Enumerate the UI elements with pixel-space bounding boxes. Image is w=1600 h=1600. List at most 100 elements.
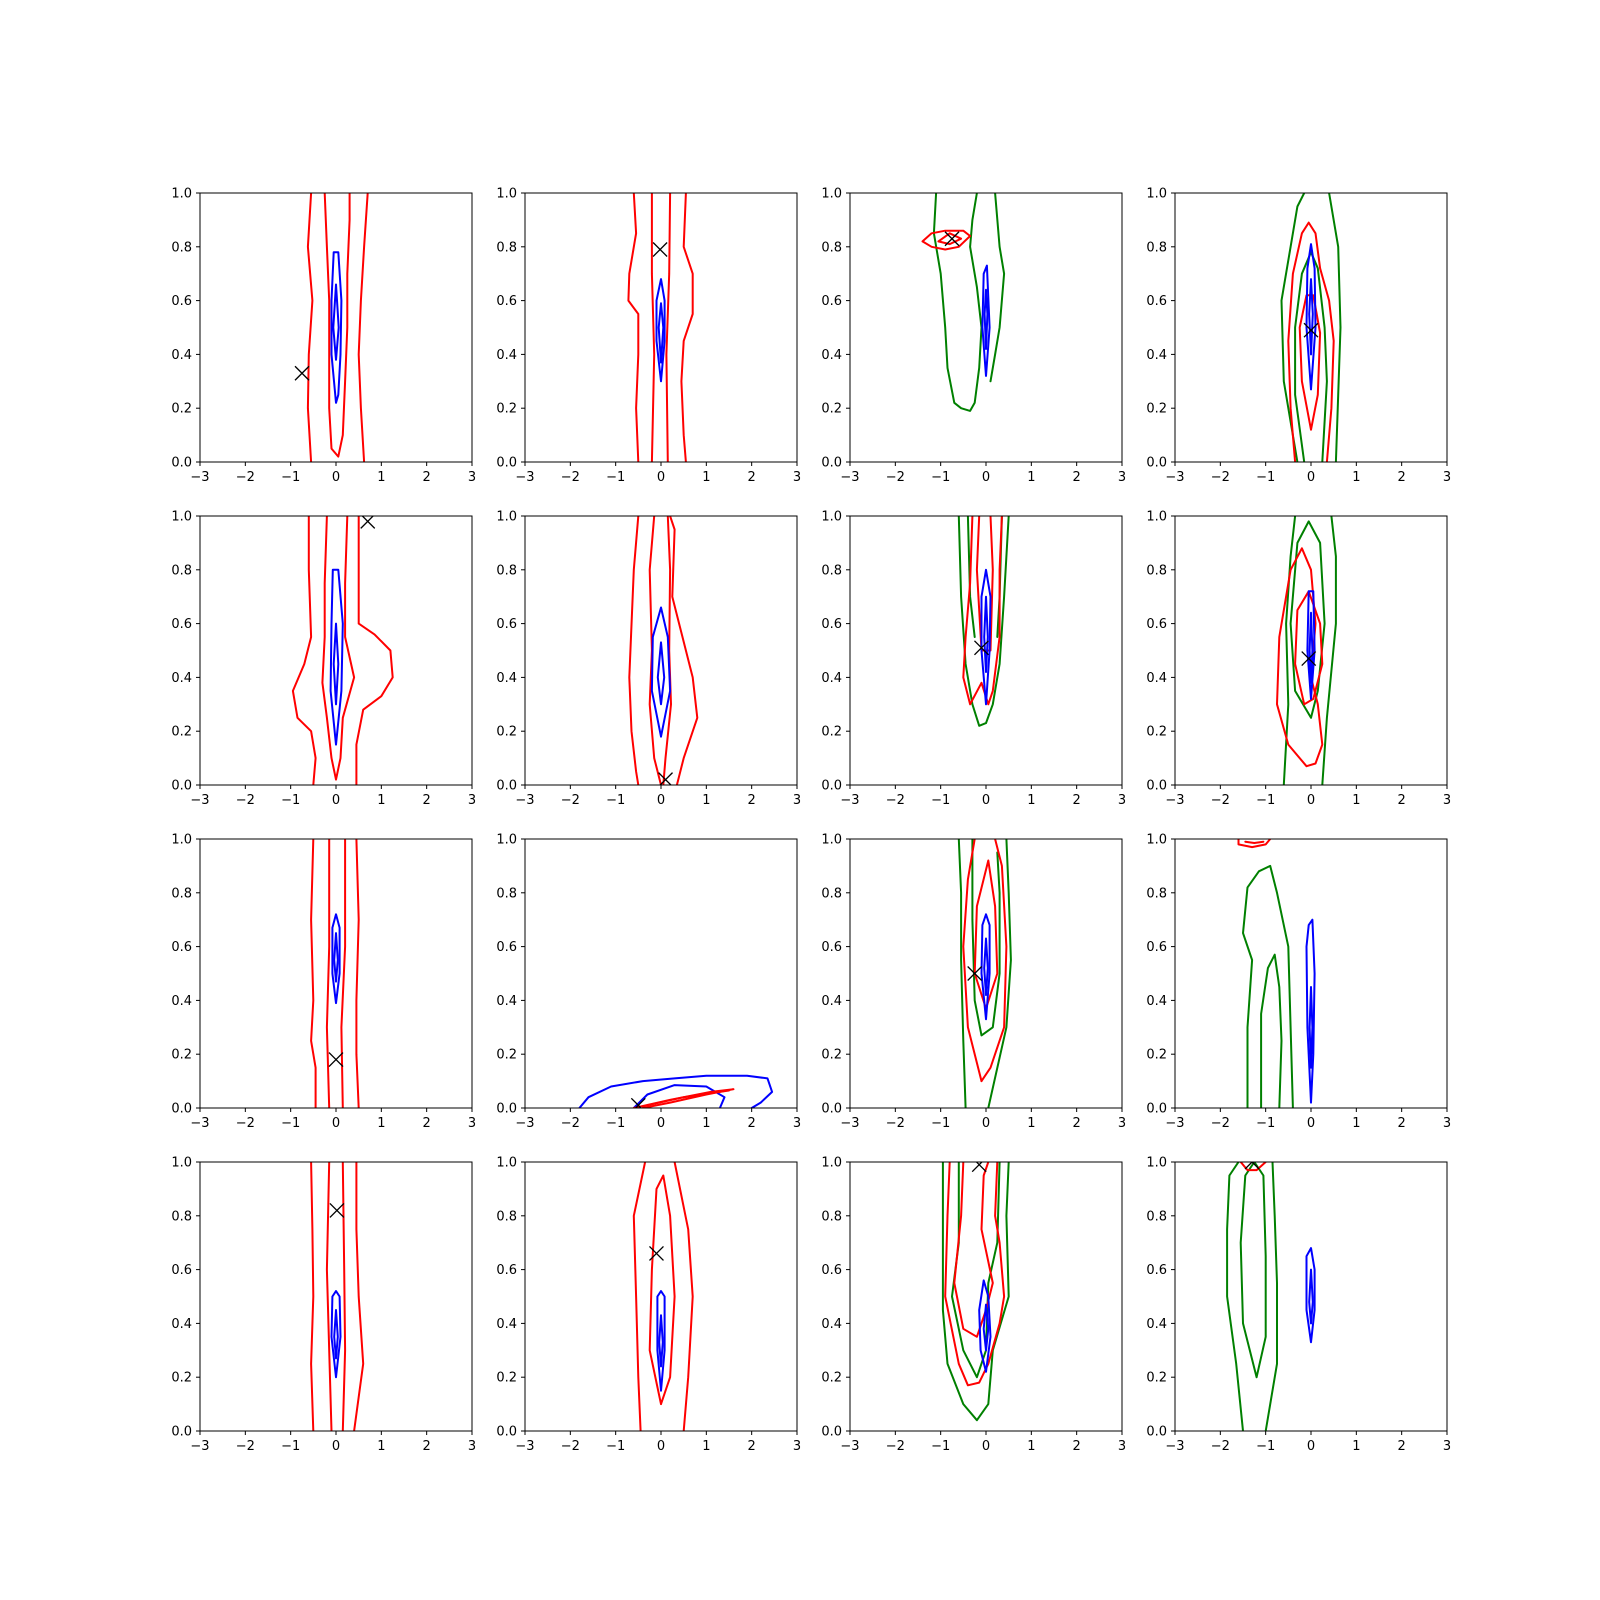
x-tick-label: 2 (423, 793, 431, 808)
red-contour-line (1239, 1162, 1267, 1172)
y-tick-label: 0.8 (821, 886, 842, 901)
y-tick-label: 0.4 (496, 671, 517, 686)
y-tick-label: 0.0 (821, 779, 842, 794)
red-contour-line (355, 839, 360, 1108)
y-tick-label: 0.6 (1146, 617, 1167, 632)
red-contour-line (632, 1162, 647, 1431)
blue-contour-line (978, 1279, 992, 1373)
y-tick-label: 0.6 (496, 617, 517, 632)
red-contour-line (937, 232, 963, 246)
y-tick-label: 0.2 (496, 1371, 517, 1386)
y-tick-label: 0.4 (821, 671, 842, 686)
blue-contour-line (330, 1290, 342, 1379)
y-tick-label: 1.0 (171, 833, 192, 848)
x-marker (328, 1052, 344, 1068)
x-tick-label: 0 (332, 793, 340, 808)
y-tick-label: 0.4 (171, 348, 192, 363)
panel-plot-area (1226, 1162, 1316, 1431)
x-tick-label: 3 (1118, 1116, 1126, 1131)
x-tick-label: −2 (561, 1116, 580, 1131)
y-tick-label: 0.0 (821, 456, 842, 471)
y-tick-label: 0.4 (1146, 671, 1167, 686)
x-marker (967, 966, 983, 981)
blue-contour-line (330, 251, 343, 404)
y-tick-label: 0.4 (821, 348, 842, 363)
x-tick-label: 1 (1027, 793, 1035, 808)
x-tick-label: 2 (748, 793, 756, 808)
x-tick-label: −1 (1256, 1439, 1275, 1454)
x-tick-label: 0 (332, 1116, 340, 1131)
x-marker (329, 1202, 345, 1218)
red-contour-line (944, 1162, 1006, 1387)
green-contour-line (1260, 953, 1283, 1108)
panel-plot-area (310, 1162, 365, 1431)
panel-plot-area (1276, 516, 1337, 785)
y-tick-label: 0.0 (821, 1425, 842, 1440)
x-tick-label: 1 (1352, 793, 1360, 808)
red-contour-line (646, 1089, 730, 1107)
x-tick-label: −3 (190, 1116, 209, 1131)
blue-contour-line (1305, 1247, 1316, 1344)
y-tick-label: 0.0 (171, 1425, 192, 1440)
x-tick-label: 2 (748, 470, 756, 485)
x-tick-label: −3 (840, 1116, 859, 1131)
panel-r0-c1: −3 −2 −1 0 1 2 3 0.0 0.2 0.4 0.6 0.8 1.0 (496, 187, 801, 486)
red-contour-line (1287, 221, 1335, 462)
x-tick-label: −1 (931, 470, 950, 485)
x-tick-label: −1 (281, 793, 300, 808)
blue-contour-line (983, 288, 989, 350)
panel-r0-c2: −3 −2 −1 0 1 2 3 0.0 0.2 0.4 0.6 0.8 1.0 (821, 187, 1126, 486)
panel-r0-c3: −3 −2 −1 0 1 2 3 0.0 0.2 0.4 0.6 0.8 1.0 (1146, 187, 1451, 486)
red-contour-line (341, 1162, 347, 1431)
x-tick-label: 3 (1118, 793, 1126, 808)
x-tick-label: 1 (1027, 470, 1035, 485)
panel-r2-c3: −3 −2 −1 0 1 2 3 0.0 0.2 0.4 0.6 0.8 1.0 (1146, 833, 1451, 1132)
blue-contour-line (1308, 278, 1314, 356)
green-contour-line (1282, 516, 1297, 785)
y-tick-label: 1.0 (1146, 1156, 1167, 1171)
y-tick-label: 0.6 (821, 940, 842, 955)
x-tick-label: −2 (236, 1439, 255, 1454)
red-contour-line (921, 229, 972, 251)
y-tick-label: 0.2 (171, 402, 192, 417)
y-tick-label: 1.0 (171, 510, 192, 525)
y-tick-label: 0.8 (496, 240, 517, 255)
x-tick-label: 1 (1352, 1116, 1360, 1131)
x-tick-label: 3 (793, 1116, 801, 1131)
x-tick-label: 3 (468, 470, 476, 485)
x-tick-label: 3 (1443, 1116, 1451, 1131)
green-contour-line (957, 839, 967, 1108)
y-tick-label: 1.0 (496, 1156, 517, 1171)
x-tick-label: −3 (515, 1439, 534, 1454)
y-tick-label: 0.6 (821, 294, 842, 309)
y-tick-label: 0.0 (496, 1102, 517, 1117)
x-tick-label: 3 (793, 793, 801, 808)
blue-contour-line (632, 1084, 726, 1108)
green-contour-line (1289, 520, 1326, 719)
x-tick-label: 3 (468, 1116, 476, 1131)
x-marker (652, 242, 668, 257)
x-tick-label: 0 (982, 793, 990, 808)
x-tick-label: −1 (1256, 793, 1275, 808)
y-tick-label: 0.0 (496, 1425, 517, 1440)
x-tick-label: 3 (468, 793, 476, 808)
x-marker (944, 231, 960, 247)
y-tick-label: 0.8 (171, 1209, 192, 1224)
x-tick-label: 3 (1443, 1439, 1451, 1454)
red-contour-line (665, 193, 672, 462)
y-tick-label: 0.4 (821, 1317, 842, 1332)
red-contour-line (325, 839, 331, 1108)
green-contour-line (957, 516, 1010, 727)
x-tick-label: −1 (931, 1439, 950, 1454)
y-tick-label: 1.0 (821, 1156, 842, 1171)
x-tick-label: −1 (606, 1116, 625, 1131)
panel-r1-c0: −3 −2 −1 0 1 2 3 0.0 0.2 0.4 0.6 0.8 1.0 (171, 510, 476, 809)
y-tick-label: 0.6 (1146, 940, 1167, 955)
red-contour-line (650, 193, 656, 462)
red-contour-line (357, 193, 369, 462)
x-tick-label: −3 (840, 470, 859, 485)
y-tick-label: 0.8 (171, 563, 192, 578)
red-contour-line (310, 1162, 315, 1431)
red-contour-line (680, 193, 694, 462)
